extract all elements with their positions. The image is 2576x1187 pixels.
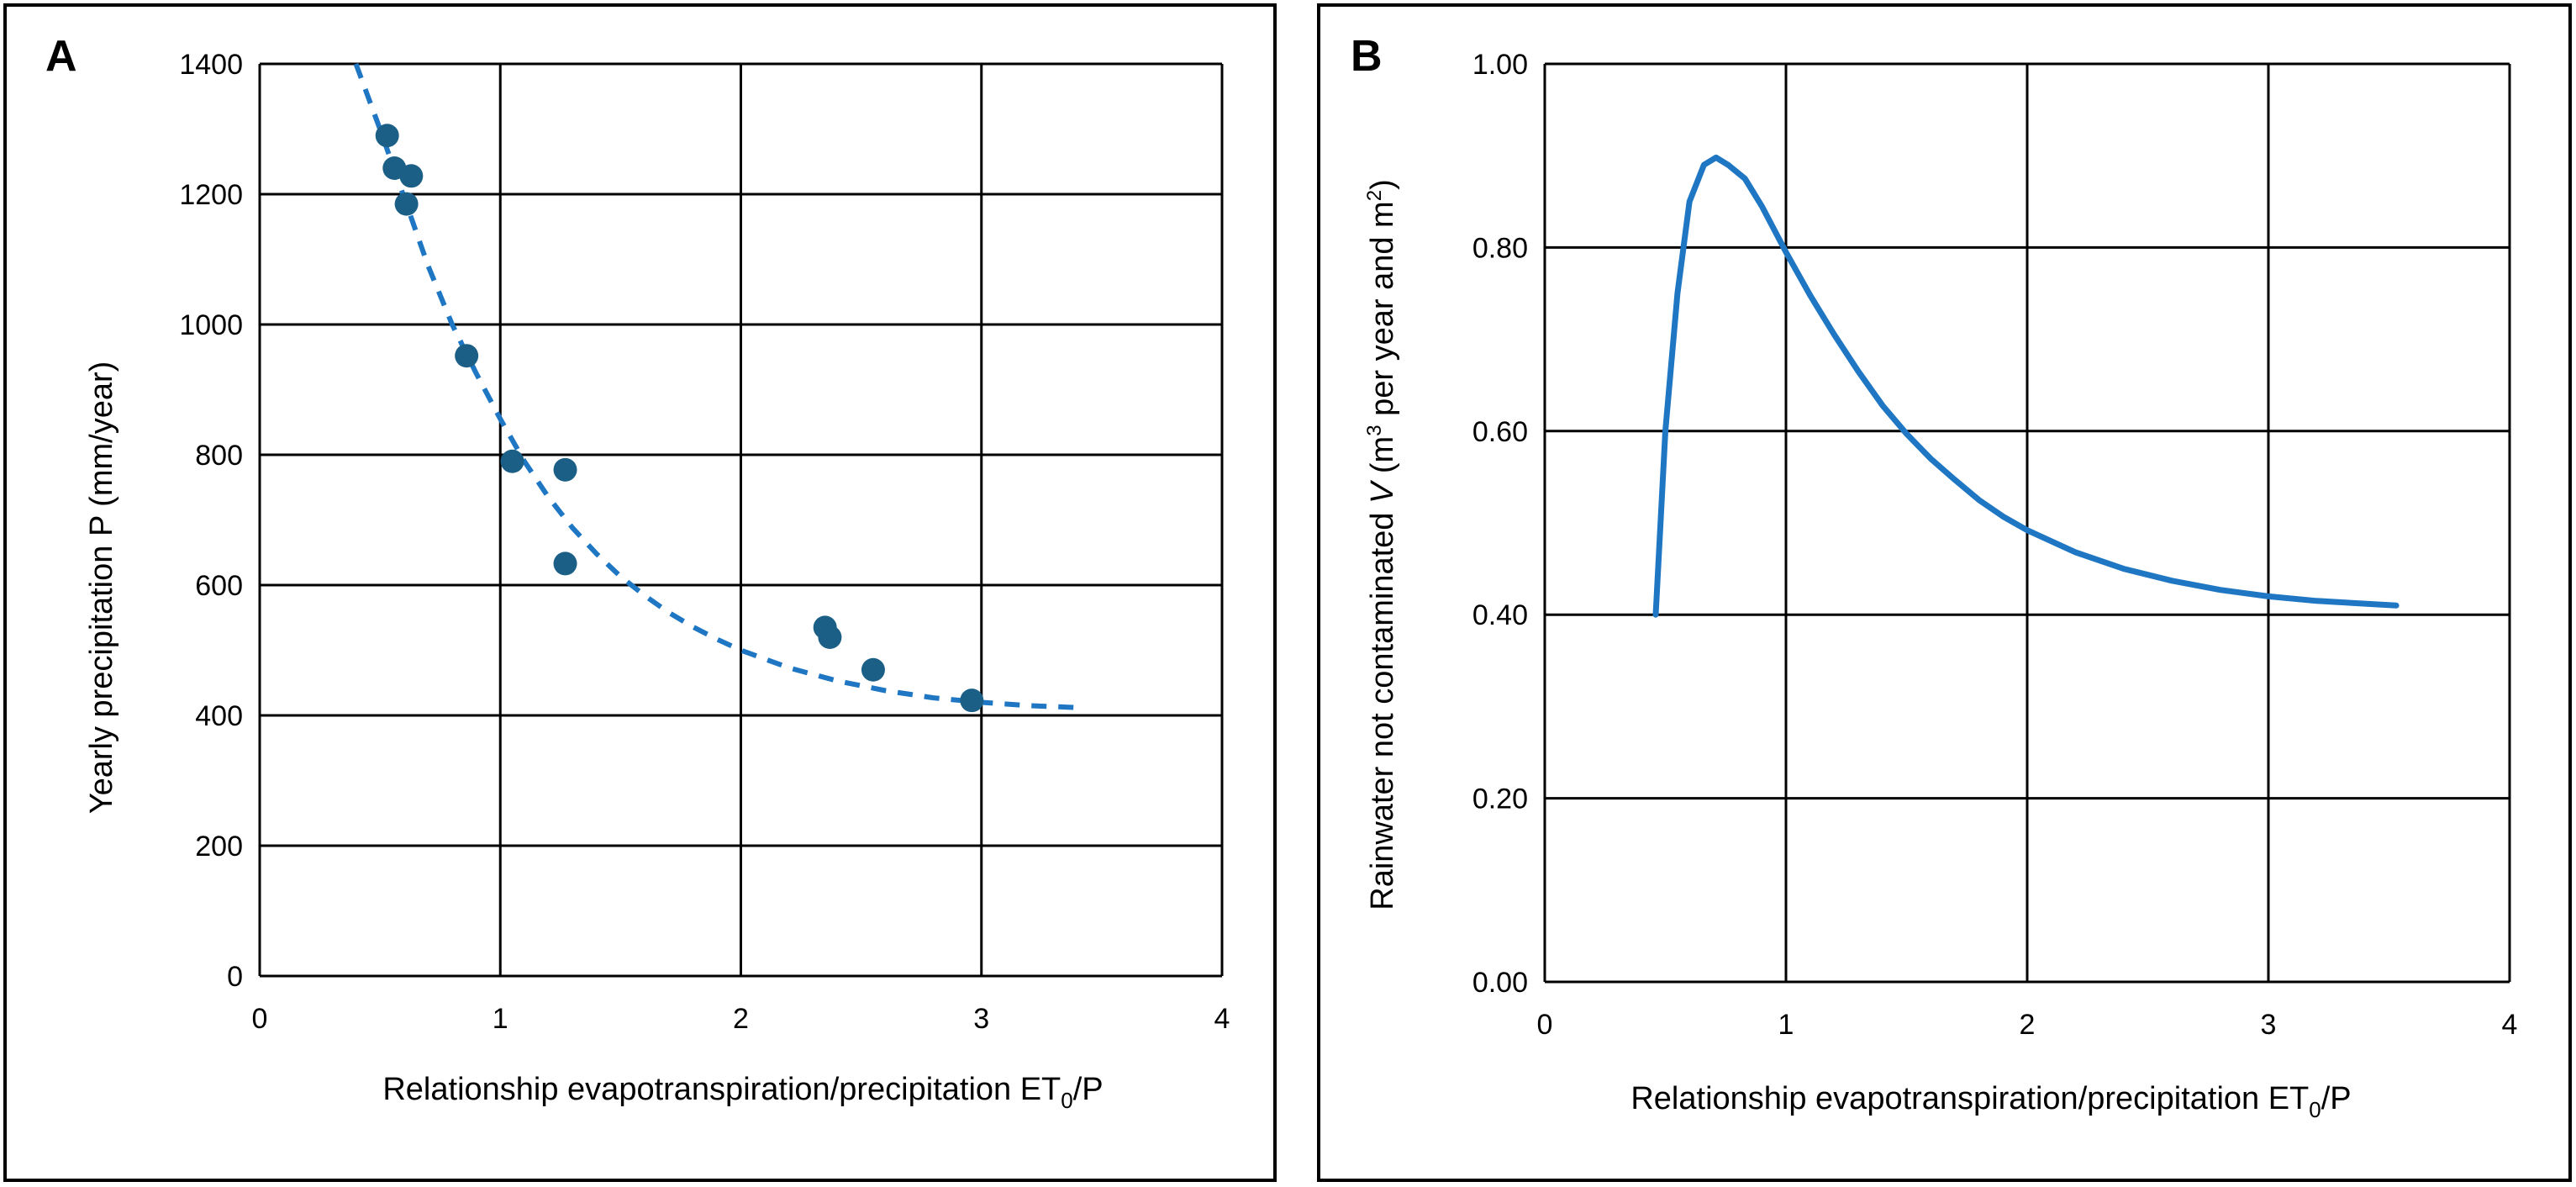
y-tick-label: 1000 — [179, 309, 243, 341]
data-point — [399, 164, 424, 188]
x-tick-label: 2 — [2020, 1009, 2036, 1041]
y-axis-label-b: Rainwater not contaminated V (m3 per yea… — [1363, 179, 1400, 910]
chart-b-series — [1652, 154, 2400, 618]
chart-panel-a: A 0 1 2 3 4 0 200 400 600 800 1000 1200 1400 Yearly … — [3, 3, 1277, 1182]
x-tick-label: 0 — [1537, 1009, 1553, 1041]
panel-label-a: A — [45, 32, 77, 81]
y-tick-label: 800 — [195, 440, 243, 472]
y-tick-label: 0.00 — [1472, 967, 1528, 999]
x-tick-label: 4 — [1214, 1003, 1230, 1035]
y-tick-label: 0.40 — [1472, 599, 1528, 631]
y-tick-label: 200 — [195, 831, 243, 863]
x-tick-label: 1 — [493, 1003, 508, 1035]
y-axis-label-a: Yearly precipitation P (mm/year) — [84, 361, 119, 815]
chart-b-tick-labels: 0 1 2 3 4 0.00 0.20 0.40 0.60 0.80 1.00 — [1472, 49, 2518, 1041]
x-tick-label: 1 — [1778, 1009, 1794, 1041]
x-tick-label: 2 — [733, 1003, 749, 1035]
y-tick-label: 600 — [195, 570, 243, 602]
chart-a-grid — [258, 62, 1224, 978]
x-axis-label-a: Relationship evapotranspiration/precipit… — [382, 1072, 1103, 1113]
data-point — [375, 124, 399, 148]
x-tick-label: 4 — [2502, 1009, 2518, 1041]
x-tick-label: 0 — [252, 1003, 268, 1035]
panel-label-b: B — [1351, 32, 1383, 81]
chart-a-trendline — [353, 62, 1078, 710]
chart-a-svg: A 0 1 2 3 4 0 200 400 600 800 1000 1200 1400 Yearly … — [45, 32, 1230, 1113]
y-tick-label: 0.60 — [1472, 416, 1528, 448]
data-point — [553, 457, 577, 482]
data-point — [553, 551, 577, 576]
y-tick-label: 400 — [195, 700, 243, 732]
chart-panel-b: B 0 1 2 3 4 0.00 0.20 0.40 0.60 0.80 1.00 Rainwate… — [1317, 3, 2572, 1182]
x-axis-label-b: Relationship evapotranspiration/precipit… — [1630, 1081, 2351, 1122]
x-tick-label: 3 — [973, 1003, 989, 1035]
x-tick-label: 3 — [2261, 1009, 2277, 1041]
data-point — [818, 625, 842, 649]
trendline-path — [353, 62, 1078, 710]
data-point — [861, 657, 885, 682]
chart-b-svg: B 0 1 2 3 4 0.00 0.20 0.40 0.60 0.80 1.00 Rainwate… — [1351, 32, 2518, 1122]
y-tick-label: 0 — [227, 961, 243, 993]
y-tick-label: 1200 — [179, 179, 243, 211]
y-tick-label: 1.00 — [1472, 49, 1528, 81]
y-tick-label: 0.20 — [1472, 783, 1528, 815]
y-tick-label: 1400 — [179, 49, 243, 81]
chart-b-grid — [1543, 62, 2511, 984]
chart-a-tick-labels: 0 1 2 3 4 0 200 400 600 800 1000 1200 1400 — [179, 49, 1230, 1035]
y-tick-label: 0.80 — [1472, 232, 1528, 264]
data-point — [455, 344, 479, 368]
chart-a-points — [375, 124, 984, 713]
series-line-v — [1652, 154, 2400, 618]
data-point — [500, 449, 524, 473]
data-point — [394, 192, 419, 216]
data-point — [960, 688, 984, 713]
